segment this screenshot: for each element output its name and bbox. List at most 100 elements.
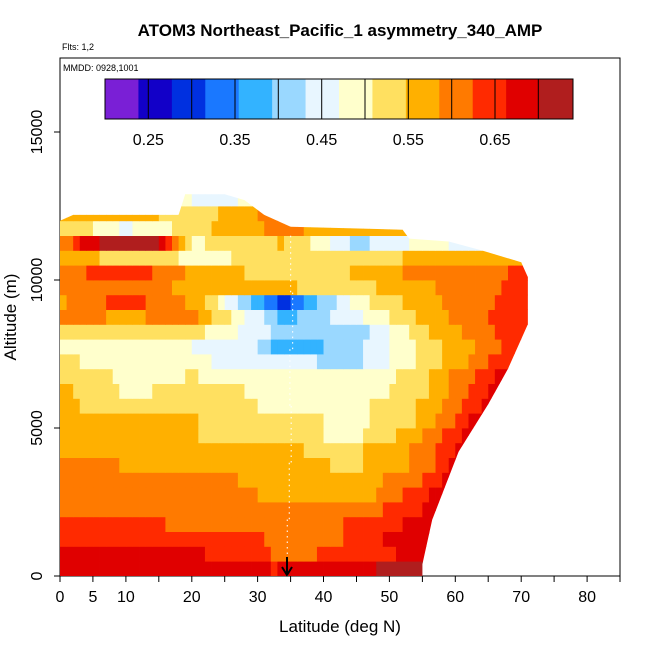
heatmap-cell bbox=[277, 487, 285, 503]
heatmap-cell bbox=[224, 194, 232, 207]
heatmap-cell bbox=[185, 561, 193, 576]
heatmap-cell bbox=[60, 561, 67, 576]
heatmap-cell bbox=[396, 354, 403, 370]
heatmap-cell bbox=[60, 546, 67, 562]
heatmap-cell bbox=[257, 502, 265, 518]
heatmap-cell bbox=[501, 294, 509, 310]
heatmap-cell bbox=[145, 324, 153, 340]
heatmap-cell bbox=[428, 398, 436, 414]
heatmap-cell bbox=[119, 339, 127, 355]
heatmap-cell bbox=[73, 220, 81, 236]
heatmap-cell bbox=[369, 339, 377, 355]
heatmap-cell bbox=[389, 502, 397, 518]
heatmap-cell bbox=[139, 265, 147, 281]
heatmap-cell bbox=[435, 413, 443, 429]
heatmap-cell bbox=[455, 398, 463, 414]
heatmap-cell bbox=[310, 472, 318, 488]
heatmap-cell bbox=[204, 265, 212, 281]
heatmap-cell bbox=[92, 472, 100, 488]
heatmap-cell bbox=[336, 442, 344, 458]
heatmap-cell bbox=[132, 457, 140, 473]
heatmap-cell bbox=[409, 487, 417, 503]
heatmap-cell bbox=[158, 250, 166, 266]
heatmap-cell bbox=[303, 220, 311, 236]
heatmap-cell bbox=[191, 502, 199, 518]
heatmap-cell bbox=[409, 294, 417, 310]
heatmap-cell bbox=[132, 442, 140, 458]
heatmap-cell bbox=[224, 383, 232, 399]
heatmap-cell bbox=[389, 250, 397, 266]
heatmap-cell bbox=[481, 428, 489, 444]
heatmap-cell bbox=[244, 250, 252, 266]
heatmap-cell bbox=[461, 235, 469, 251]
colorbar-swatch bbox=[539, 79, 574, 119]
heatmap-cell bbox=[409, 368, 417, 384]
heatmap-cell bbox=[349, 250, 357, 266]
heatmap-cell bbox=[60, 339, 67, 355]
heatmap-cell bbox=[435, 280, 443, 296]
heatmap-cell bbox=[422, 413, 430, 429]
heatmap-cell bbox=[349, 442, 357, 458]
heatmap-cell bbox=[145, 546, 153, 562]
heatmap-cell bbox=[185, 531, 193, 547]
heatmap-cell bbox=[178, 339, 186, 355]
heatmap-cell bbox=[376, 428, 384, 444]
heatmap-cell bbox=[204, 561, 212, 576]
heatmap-cell bbox=[244, 502, 252, 518]
heatmap-cell bbox=[455, 546, 463, 562]
heatmap-cell bbox=[475, 472, 483, 488]
heatmap-cell bbox=[237, 398, 245, 414]
heatmap-cell bbox=[139, 487, 147, 503]
heatmap-cell bbox=[231, 206, 239, 222]
heatmap-cell bbox=[330, 428, 338, 444]
heatmap-cell bbox=[435, 472, 443, 488]
heatmap-cell bbox=[389, 309, 397, 325]
heatmap-cell bbox=[297, 220, 305, 236]
heatmap-cell bbox=[481, 457, 489, 473]
heatmap-cell bbox=[66, 531, 74, 547]
heatmap-cell bbox=[112, 413, 120, 429]
heatmap-cell bbox=[501, 280, 509, 296]
heatmap-cell bbox=[125, 487, 133, 503]
heatmap-cell bbox=[369, 487, 377, 503]
heatmap-cell bbox=[330, 398, 338, 414]
heatmap-cell bbox=[198, 280, 206, 296]
heatmap-cell bbox=[79, 280, 87, 296]
heatmap-cell bbox=[389, 398, 397, 414]
heatmap-cell bbox=[442, 250, 450, 266]
heatmap-cell bbox=[152, 324, 160, 340]
heatmap-cell bbox=[428, 428, 436, 444]
heatmap-cell bbox=[349, 546, 357, 562]
heatmap-cell bbox=[165, 413, 173, 429]
heatmap-cell bbox=[428, 250, 436, 266]
heatmap-cell bbox=[297, 235, 305, 251]
heatmap-cell bbox=[316, 265, 324, 281]
heatmap-cell bbox=[290, 339, 298, 355]
heatmap-cell bbox=[402, 546, 410, 562]
heatmap-cell bbox=[356, 472, 364, 488]
heatmap-cell bbox=[402, 280, 410, 296]
heatmap-cell bbox=[521, 250, 528, 266]
heatmap-cell bbox=[501, 220, 509, 236]
heatmap-cell bbox=[139, 280, 147, 296]
flights-label: Flts: 1,2 bbox=[62, 42, 94, 52]
heatmap-cell bbox=[204, 206, 212, 222]
heatmap-cell bbox=[125, 516, 133, 532]
heatmap-cell bbox=[323, 531, 331, 547]
heatmap-cell bbox=[455, 220, 463, 236]
heatmap-cell bbox=[257, 309, 265, 325]
heatmap-cell bbox=[303, 368, 311, 384]
heatmap-cell bbox=[356, 457, 364, 473]
heatmap-cell bbox=[461, 561, 469, 576]
colorbar-swatch bbox=[339, 79, 373, 119]
heatmap-cell bbox=[284, 250, 291, 266]
heatmap-cell bbox=[521, 546, 528, 562]
heatmap-cell bbox=[270, 516, 278, 532]
heatmap-cell bbox=[119, 354, 127, 370]
heatmap-cell bbox=[330, 561, 338, 576]
heatmap-cell bbox=[336, 546, 344, 562]
heatmap-cell bbox=[165, 220, 173, 236]
heatmap-cell bbox=[132, 383, 140, 399]
heatmap-cell bbox=[508, 294, 515, 310]
heatmap-cell bbox=[349, 502, 357, 518]
